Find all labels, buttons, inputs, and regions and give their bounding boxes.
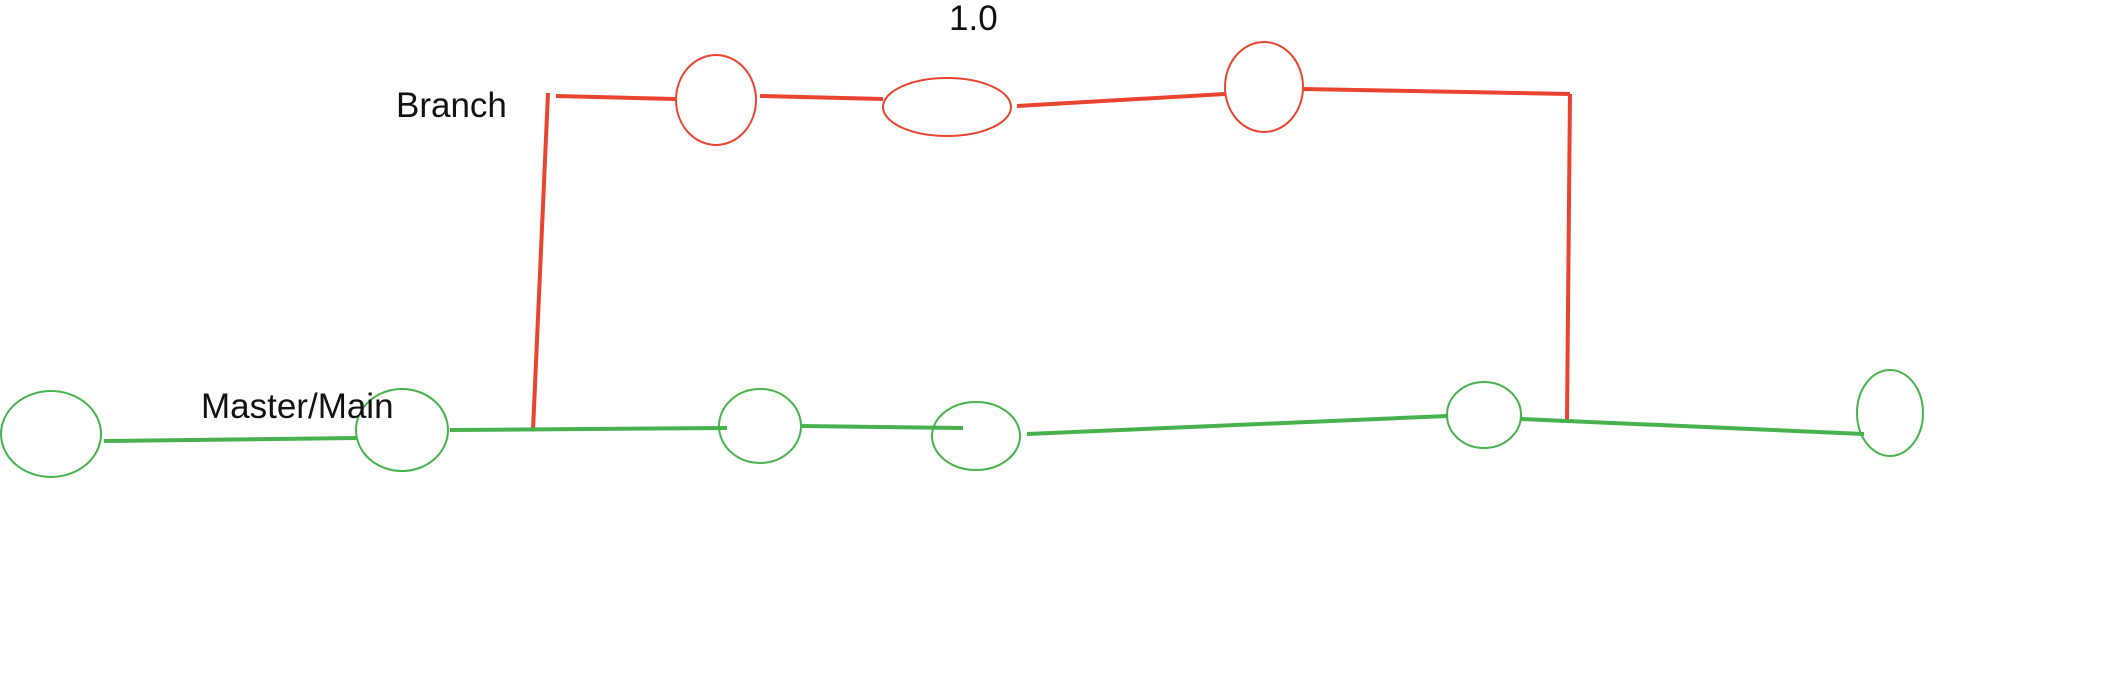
- master-commit-node[interactable]: [931, 401, 1021, 471]
- master-line: [1026, 414, 1448, 436]
- branch-lines: [531, 87, 1572, 431]
- master-line: [449, 426, 728, 432]
- master-commits: [0, 369, 1924, 478]
- master-line: [103, 436, 358, 443]
- master-line: [801, 424, 964, 430]
- master-commit-node[interactable]: [1856, 369, 1924, 457]
- version-label: 1.0: [949, 0, 998, 38]
- branch-line: [759, 94, 884, 101]
- branch-commit-node[interactable]: [882, 77, 1012, 137]
- master-main-label: Master/Main: [201, 387, 394, 426]
- master-commit-node[interactable]: [1446, 381, 1522, 449]
- master-commit-node[interactable]: [718, 388, 802, 464]
- branch-line-merge: [1565, 93, 1572, 421]
- branch-commit-node[interactable]: [675, 54, 757, 146]
- branch-commit-node[interactable]: [1224, 41, 1304, 133]
- branch-commits: [675, 41, 1304, 146]
- branch-line-off: [531, 92, 550, 431]
- master-commit-node[interactable]: [0, 390, 102, 478]
- branch-line: [1302, 87, 1571, 96]
- branch-label: Branch: [396, 86, 507, 125]
- branch-line: [1016, 92, 1226, 108]
- master-line: [1520, 417, 1865, 436]
- master-lines: [103, 414, 1865, 443]
- master-commit-node[interactable]: [355, 388, 449, 472]
- branch-line: [555, 94, 676, 101]
